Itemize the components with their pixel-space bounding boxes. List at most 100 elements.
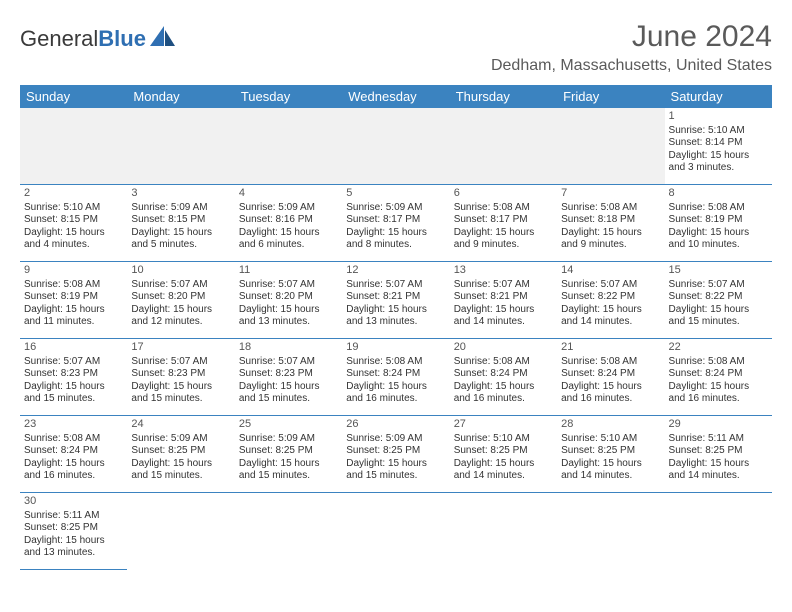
sunrise-text: Sunrise: 5:10 AM: [669, 125, 768, 138]
day-cell: 22Sunrise: 5:08 AMSunset: 8:24 PMDayligh…: [665, 339, 772, 416]
title-block: June 2024 Dedham, Massachusetts, United …: [491, 20, 772, 75]
day-number: 5: [346, 187, 445, 201]
daylight-text: Daylight: 15 hours and 16 minutes.: [24, 458, 123, 483]
brand-text-blue: Blue: [98, 26, 146, 52]
daylight-text: Daylight: 15 hours and 15 minutes.: [131, 458, 230, 483]
day-number: 21: [561, 341, 660, 355]
day-cell: 30Sunrise: 5:11 AMSunset: 8:25 PMDayligh…: [20, 493, 127, 570]
day-header: Wednesday: [342, 85, 449, 108]
sunrise-text: Sunrise: 5:07 AM: [239, 279, 338, 292]
day-cell: 4Sunrise: 5:09 AMSunset: 8:16 PMDaylight…: [235, 185, 342, 262]
calendar-page: GeneralBlue June 2024 Dedham, Massachuse…: [0, 0, 792, 570]
sunset-text: Sunset: 8:25 PM: [24, 522, 123, 535]
sunset-text: Sunset: 8:25 PM: [561, 445, 660, 458]
day-cell: 26Sunrise: 5:09 AMSunset: 8:25 PMDayligh…: [342, 416, 449, 493]
sunrise-text: Sunrise: 5:07 AM: [454, 279, 553, 292]
sunrise-text: Sunrise: 5:07 AM: [239, 356, 338, 369]
sunset-text: Sunset: 8:24 PM: [669, 368, 768, 381]
sunset-text: Sunset: 8:21 PM: [454, 291, 553, 304]
calendar-table: SundayMondayTuesdayWednesdayThursdayFrid…: [20, 85, 772, 570]
sunrise-text: Sunrise: 5:10 AM: [24, 202, 123, 215]
sunrise-text: Sunrise: 5:08 AM: [669, 202, 768, 215]
day-cell: 27Sunrise: 5:10 AMSunset: 8:25 PMDayligh…: [450, 416, 557, 493]
daylight-text: Daylight: 15 hours and 14 minutes.: [669, 458, 768, 483]
sunset-text: Sunset: 8:23 PM: [239, 368, 338, 381]
month-title: June 2024: [491, 20, 772, 53]
daylight-text: Daylight: 15 hours and 14 minutes.: [454, 458, 553, 483]
day-cell: [342, 108, 449, 185]
sunset-text: Sunset: 8:24 PM: [454, 368, 553, 381]
day-cell: 25Sunrise: 5:09 AMSunset: 8:25 PMDayligh…: [235, 416, 342, 493]
day-number: 20: [454, 341, 553, 355]
sunset-text: Sunset: 8:17 PM: [454, 214, 553, 227]
day-cell: [20, 108, 127, 185]
day-number: 15: [669, 264, 768, 278]
sunrise-text: Sunrise: 5:09 AM: [346, 433, 445, 446]
daylight-text: Daylight: 15 hours and 14 minutes.: [561, 304, 660, 329]
daylight-text: Daylight: 15 hours and 15 minutes.: [239, 458, 338, 483]
day-cell: 19Sunrise: 5:08 AMSunset: 8:24 PMDayligh…: [342, 339, 449, 416]
sunset-text: Sunset: 8:18 PM: [561, 214, 660, 227]
day-cell: 5Sunrise: 5:09 AMSunset: 8:17 PMDaylight…: [342, 185, 449, 262]
sunset-text: Sunset: 8:25 PM: [669, 445, 768, 458]
sunset-text: Sunset: 8:16 PM: [239, 214, 338, 227]
day-header: Monday: [127, 85, 234, 108]
day-number: 9: [24, 264, 123, 278]
sunset-text: Sunset: 8:23 PM: [24, 368, 123, 381]
daylight-text: Daylight: 15 hours and 10 minutes.: [669, 227, 768, 252]
daylight-text: Daylight: 15 hours and 5 minutes.: [131, 227, 230, 252]
day-number: 7: [561, 187, 660, 201]
sunrise-text: Sunrise: 5:07 AM: [24, 356, 123, 369]
day-cell: 6Sunrise: 5:08 AMSunset: 8:17 PMDaylight…: [450, 185, 557, 262]
sunset-text: Sunset: 8:24 PM: [561, 368, 660, 381]
sunrise-text: Sunrise: 5:07 AM: [346, 279, 445, 292]
sunset-text: Sunset: 8:25 PM: [131, 445, 230, 458]
day-number: 26: [346, 418, 445, 432]
day-cell: [127, 108, 234, 185]
sunset-text: Sunset: 8:23 PM: [131, 368, 230, 381]
day-cell: 14Sunrise: 5:07 AMSunset: 8:22 PMDayligh…: [557, 262, 664, 339]
sunset-text: Sunset: 8:17 PM: [346, 214, 445, 227]
day-cell: 21Sunrise: 5:08 AMSunset: 8:24 PMDayligh…: [557, 339, 664, 416]
day-cell: [557, 108, 664, 185]
daylight-text: Daylight: 15 hours and 6 minutes.: [239, 227, 338, 252]
daylight-text: Daylight: 15 hours and 15 minutes.: [346, 458, 445, 483]
daylight-text: Daylight: 15 hours and 8 minutes.: [346, 227, 445, 252]
day-cell: 9Sunrise: 5:08 AMSunset: 8:19 PMDaylight…: [20, 262, 127, 339]
sunset-text: Sunset: 8:25 PM: [239, 445, 338, 458]
daylight-text: Daylight: 15 hours and 9 minutes.: [454, 227, 553, 252]
day-cell: [450, 493, 557, 570]
day-cell: [235, 108, 342, 185]
sunset-text: Sunset: 8:20 PM: [131, 291, 230, 304]
sunrise-text: Sunrise: 5:08 AM: [454, 356, 553, 369]
sunrise-text: Sunrise: 5:09 AM: [346, 202, 445, 215]
sunrise-text: Sunrise: 5:10 AM: [454, 433, 553, 446]
day-number: 10: [131, 264, 230, 278]
sunrise-text: Sunrise: 5:07 AM: [131, 356, 230, 369]
day-cell: 11Sunrise: 5:07 AMSunset: 8:20 PMDayligh…: [235, 262, 342, 339]
sunset-text: Sunset: 8:22 PM: [669, 291, 768, 304]
sunset-text: Sunset: 8:20 PM: [239, 291, 338, 304]
sunset-text: Sunset: 8:21 PM: [346, 291, 445, 304]
sunrise-text: Sunrise: 5:08 AM: [561, 202, 660, 215]
day-number: 3: [131, 187, 230, 201]
sail-icon: [150, 26, 176, 52]
day-number: 13: [454, 264, 553, 278]
sunrise-text: Sunrise: 5:08 AM: [24, 279, 123, 292]
calendar-body: 1Sunrise: 5:10 AMSunset: 8:14 PMDaylight…: [20, 108, 772, 570]
day-number: 30: [24, 495, 123, 509]
day-cell: 3Sunrise: 5:09 AMSunset: 8:15 PMDaylight…: [127, 185, 234, 262]
day-header: Saturday: [665, 85, 772, 108]
day-cell: 7Sunrise: 5:08 AMSunset: 8:18 PMDaylight…: [557, 185, 664, 262]
sunrise-text: Sunrise: 5:08 AM: [454, 202, 553, 215]
daylight-text: Daylight: 15 hours and 3 minutes.: [669, 150, 768, 175]
sunrise-text: Sunrise: 5:09 AM: [131, 202, 230, 215]
day-number: 4: [239, 187, 338, 201]
sunset-text: Sunset: 8:22 PM: [561, 291, 660, 304]
day-cell: 18Sunrise: 5:07 AMSunset: 8:23 PMDayligh…: [235, 339, 342, 416]
day-number: 27: [454, 418, 553, 432]
sunrise-text: Sunrise: 5:08 AM: [346, 356, 445, 369]
daylight-text: Daylight: 15 hours and 12 minutes.: [131, 304, 230, 329]
day-cell: 2Sunrise: 5:10 AMSunset: 8:15 PMDaylight…: [20, 185, 127, 262]
day-cell: [665, 493, 772, 570]
